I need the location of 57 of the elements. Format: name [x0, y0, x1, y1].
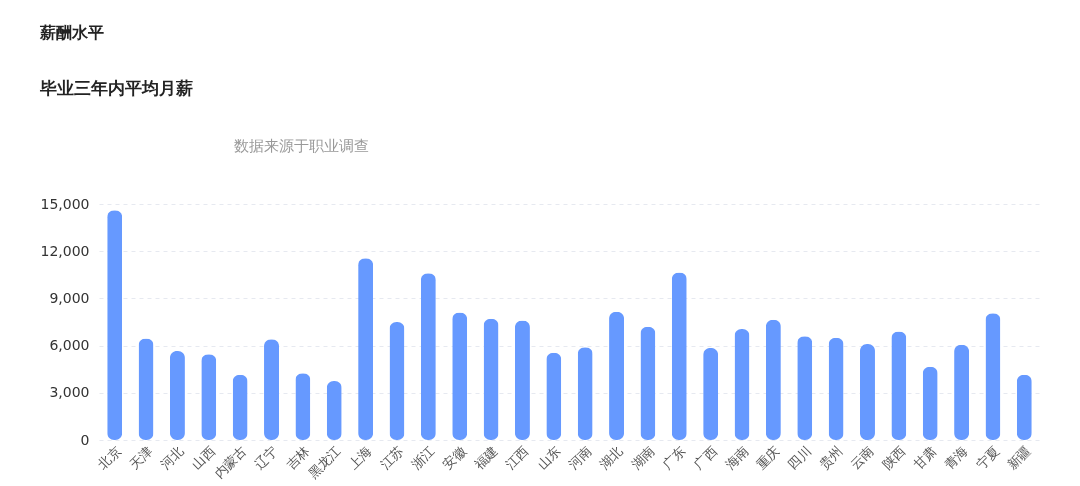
bar	[703, 347, 719, 440]
bar	[389, 322, 405, 440]
y-tick-label: 9,000	[49, 289, 90, 306]
bar	[514, 320, 530, 440]
bar	[640, 326, 656, 440]
x-tick-label: 江苏	[377, 443, 407, 473]
x-tick-label: 云南	[847, 443, 877, 473]
x-tick-label: 山东	[534, 443, 564, 473]
y-tick-label: 0	[80, 431, 90, 448]
x-tick-label: 新疆	[1004, 443, 1034, 473]
y-tick-label: 3,000	[49, 384, 90, 401]
bar	[828, 337, 844, 440]
x-tick-label: 河南	[565, 443, 595, 473]
bar	[985, 313, 1001, 440]
x-tick-label: 河北	[157, 443, 187, 473]
bar	[483, 318, 499, 440]
text: 数据来源于职业调查	[234, 137, 369, 155]
bar	[671, 272, 687, 440]
x-tick-label: 海南	[722, 443, 752, 473]
x-tick-label: 重庆	[753, 443, 783, 473]
x-tick-label: 甘肃	[910, 443, 940, 473]
x-tick-label: 辽宁	[251, 443, 281, 473]
x-tick-label: 天津	[126, 443, 156, 473]
x-tick-label: 浙江	[408, 443, 438, 473]
x-tick-label: 广西	[690, 443, 720, 473]
bar	[264, 339, 280, 440]
bar	[107, 210, 123, 440]
bar	[859, 344, 875, 440]
x-tick-label: 上海	[345, 443, 375, 473]
x-tick-label: 湖南	[628, 443, 658, 473]
bar	[358, 258, 374, 440]
x-tick-label: 安徽	[439, 443, 469, 473]
bar	[609, 311, 625, 440]
bar	[452, 312, 468, 440]
bar	[891, 331, 907, 440]
x-tick-label: 陕西	[879, 443, 909, 473]
x-tick-label: 江西	[502, 443, 532, 473]
bar	[734, 329, 750, 440]
chart-title: 薪酬水平	[39, 23, 105, 42]
x-tick-label: 湖北	[596, 443, 626, 473]
y-tick-label: 12,000	[40, 242, 90, 259]
x-tick-label: 福建	[471, 443, 501, 473]
chart-subtitle: 毕业三年内平均月薪	[39, 78, 194, 98]
bar	[138, 338, 154, 440]
bar	[797, 336, 813, 440]
x-tick-label: 北京	[94, 443, 124, 473]
y-tick-label: 15,000	[40, 195, 90, 212]
x-tick-label: 四川	[784, 443, 814, 473]
x-tick-label: 广东	[659, 443, 689, 473]
x-tick-label: 宁夏	[973, 443, 1003, 473]
bar	[954, 344, 970, 440]
x-tick-label: 贵州	[816, 443, 846, 473]
bar	[420, 273, 436, 440]
x-tick-label: 青海	[941, 443, 971, 473]
bar	[577, 347, 593, 440]
y-tick-label: 6,000	[49, 337, 90, 354]
bar	[765, 319, 781, 440]
